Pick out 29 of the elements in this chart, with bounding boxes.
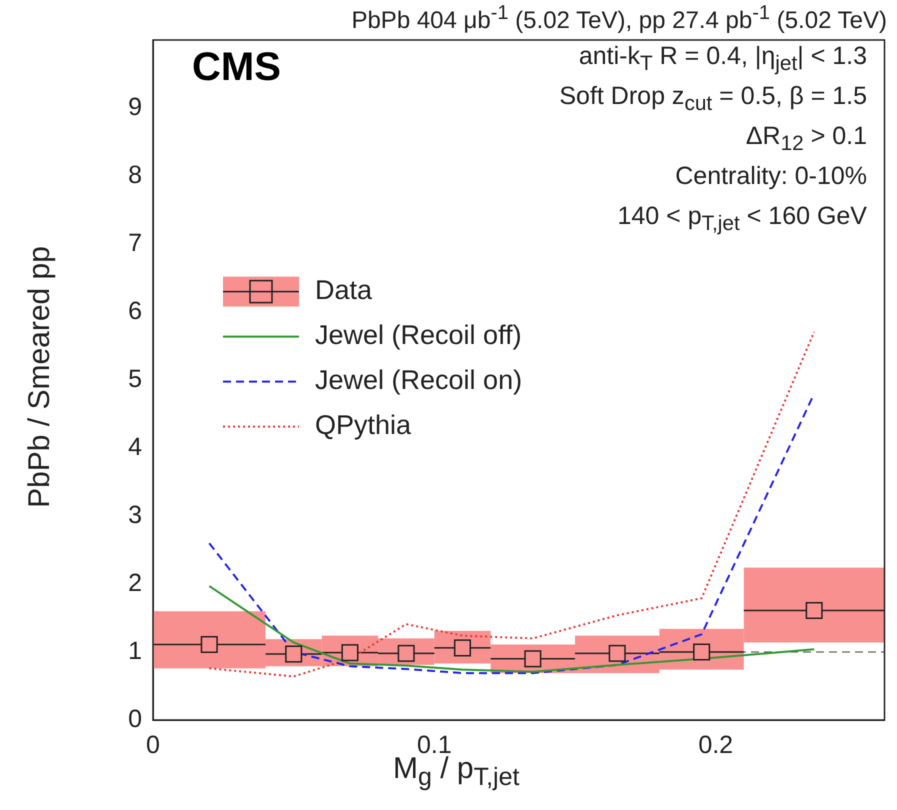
point (806, 602, 823, 620)
y-tick-label: 6 (128, 296, 142, 325)
annotation: anti-k$_{T}$ R = 0.4, |η$_{jet}$| < 1.3 (578, 42, 867, 76)
y-tick-label: 4 (128, 432, 142, 461)
annotation: Soft Drop z$_{cut}$ = 0.5, β = 1.5 (559, 82, 867, 116)
y-tick-label: 5 (128, 364, 142, 393)
y-axis-title: PbPb / Smeared pp (23, 245, 57, 510)
point (524, 650, 542, 668)
y-tick-label: 2 (128, 568, 142, 597)
annotation: Centrality: 0-10% (675, 162, 867, 191)
annotation: ΔR$_{12}$ > 0.1 (746, 122, 867, 156)
y-tick-label: 7 (128, 228, 142, 257)
x-tick-label: 0.2 (698, 730, 734, 759)
y-tick-label: 3 (128, 500, 142, 529)
annotation: 140 < p$_{T,jet}$ < 160 GeV (618, 202, 867, 236)
y-tick-label: 9 (128, 92, 142, 121)
legend-label: Jewel (Recoil on) (315, 365, 522, 396)
point (608, 644, 626, 662)
y-tick-label: 8 (128, 160, 142, 189)
point (693, 643, 710, 661)
legend-label: QPythia (315, 410, 412, 440)
annotation: CMS (192, 45, 281, 90)
legend-label: Jewel (Recoil off) (315, 320, 522, 350)
legend-label: Data (315, 275, 374, 306)
y-tick-label: 0 (128, 704, 142, 733)
y-tick-label: 1 (128, 636, 142, 665)
x-tick-label: 0 (146, 730, 160, 759)
chart-title: PbPb 404 μb$^{-1}$ (5.02 TeV), pp 27.4 pb$^{-1}$ (5.02 TeV) (351, 2, 887, 35)
point (200, 636, 218, 654)
